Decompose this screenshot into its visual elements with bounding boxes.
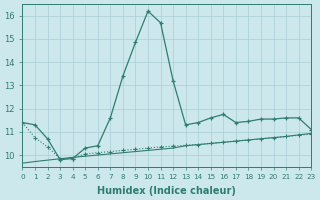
X-axis label: Humidex (Indice chaleur): Humidex (Indice chaleur) bbox=[97, 186, 236, 196]
